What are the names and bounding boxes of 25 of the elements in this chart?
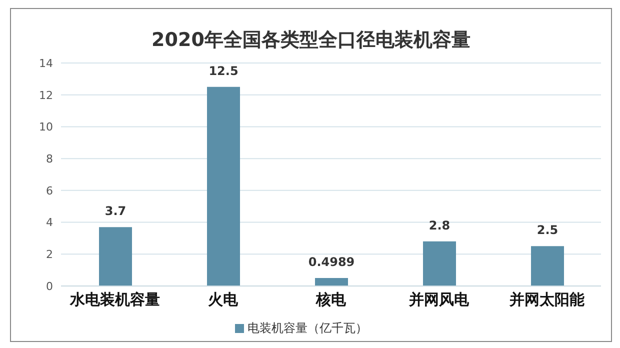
x-tick-label: 火电 xyxy=(208,290,239,309)
y-tick-label: 12 xyxy=(39,88,53,102)
bar xyxy=(99,227,132,286)
data-label: 3.7 xyxy=(104,204,126,218)
legend-label: 电装机容量（亿千瓦） xyxy=(248,321,368,335)
y-tick-label: 2 xyxy=(46,248,53,262)
x-tick-label: 核电 xyxy=(315,290,347,309)
y-tick-label: 0 xyxy=(46,280,53,293)
data-label: 2.5 xyxy=(536,223,558,238)
bar xyxy=(423,241,456,286)
y-tick-label: 6 xyxy=(46,184,53,198)
x-tick-label: 并网风电 xyxy=(408,290,470,309)
chart-title: 2020年全国各类型全口径电装机容量 xyxy=(150,28,472,51)
y-tick-label: 4 xyxy=(46,216,53,230)
data-label: 12.5 xyxy=(208,64,238,78)
x-tick-label: 并网太阳能 xyxy=(508,290,586,309)
y-tick-label: 14 xyxy=(39,56,53,70)
bar xyxy=(315,278,348,286)
y-tick-label: 10 xyxy=(39,120,53,134)
x-tick-label: 水电装机容量 xyxy=(69,290,160,309)
data-label: 0.4989 xyxy=(308,255,355,270)
data-label: 2.8 xyxy=(428,218,450,232)
bar xyxy=(531,246,564,286)
bar xyxy=(207,86,240,286)
y-tick-label: 8 xyxy=(46,152,53,166)
